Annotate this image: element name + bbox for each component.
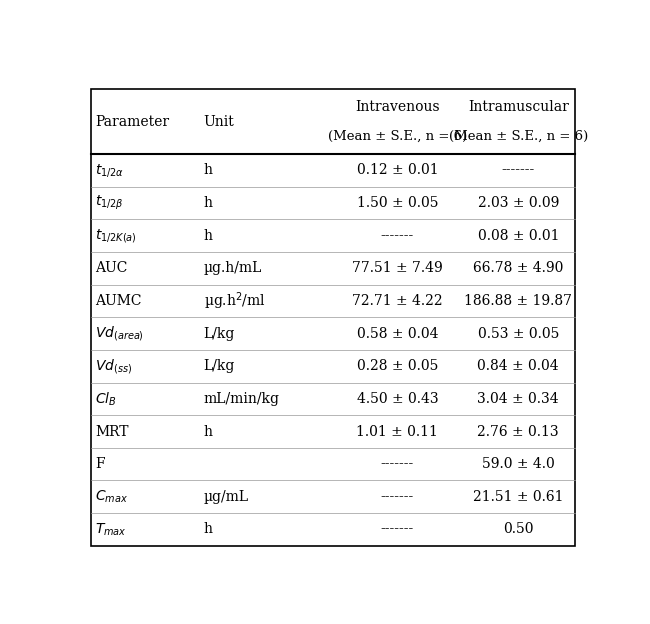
Text: -------: -------	[502, 163, 535, 177]
Text: 59.0 ± 4.0: 59.0 ± 4.0	[482, 457, 554, 471]
Text: µg.h$^2$/ml: µg.h$^2$/ml	[203, 290, 265, 312]
Text: AUMC: AUMC	[96, 294, 142, 308]
Text: $Vd_{(area)}$: $Vd_{(area)}$	[96, 324, 144, 343]
Text: Intramuscular: Intramuscular	[468, 100, 569, 114]
Text: -------: -------	[381, 490, 414, 504]
Text: 1.50 ± 0.05: 1.50 ± 0.05	[357, 196, 438, 210]
Text: 0.28 ± 0.05: 0.28 ± 0.05	[357, 359, 438, 373]
Text: 21.51 ± 0.61: 21.51 ± 0.61	[473, 490, 564, 504]
Text: µg.h/mL: µg.h/mL	[203, 261, 262, 275]
Text: mL/min/kg: mL/min/kg	[203, 392, 280, 406]
Text: Intravenous: Intravenous	[355, 100, 439, 114]
Text: AUC: AUC	[96, 261, 128, 275]
Text: µg/mL: µg/mL	[203, 490, 249, 504]
Text: $t_{1/2\beta}$: $t_{1/2\beta}$	[96, 194, 124, 212]
Text: $t_{1/2K(a)}$: $t_{1/2K(a)}$	[96, 227, 137, 245]
Text: (Mean ± S.E., n = 6): (Mean ± S.E., n = 6)	[328, 130, 467, 142]
Text: 0.12 ± 0.01: 0.12 ± 0.01	[357, 163, 438, 177]
Text: h: h	[203, 424, 213, 439]
Text: 2.03 ± 0.09: 2.03 ± 0.09	[478, 196, 559, 210]
Text: 77.51 ± 7.49: 77.51 ± 7.49	[352, 261, 443, 275]
Text: h: h	[203, 229, 213, 243]
Text: -------: -------	[381, 229, 414, 243]
Text: 66.78 ± 4.90: 66.78 ± 4.90	[473, 261, 564, 275]
Text: h: h	[203, 196, 213, 210]
Text: h: h	[203, 163, 213, 177]
Text: 186.88 ± 19.87: 186.88 ± 19.87	[464, 294, 572, 308]
Text: $Vd_{(ss)}$: $Vd_{(ss)}$	[96, 357, 133, 376]
Text: 3.04 ± 0.34: 3.04 ± 0.34	[478, 392, 559, 406]
Text: 0.58 ± 0.04: 0.58 ± 0.04	[357, 326, 438, 341]
Text: L/kg: L/kg	[203, 326, 235, 341]
Text: $T_{max}$: $T_{max}$	[96, 521, 127, 538]
Text: $C_{max}$: $C_{max}$	[96, 489, 128, 505]
Text: -------: -------	[381, 522, 414, 537]
Text: F: F	[96, 457, 105, 471]
Text: 72.71 ± 4.22: 72.71 ± 4.22	[352, 294, 443, 308]
Text: (Mean ± S.E., n = 6): (Mean ± S.E., n = 6)	[448, 130, 588, 142]
Text: 0.84 ± 0.04: 0.84 ± 0.04	[478, 359, 559, 373]
Text: MRT: MRT	[96, 424, 129, 439]
Text: 0.53 ± 0.05: 0.53 ± 0.05	[478, 326, 559, 341]
Text: $Cl_B$: $Cl_B$	[96, 390, 117, 407]
Text: 0.08 ± 0.01: 0.08 ± 0.01	[478, 229, 559, 243]
Text: 0.50: 0.50	[503, 522, 534, 537]
Text: 4.50 ± 0.43: 4.50 ± 0.43	[357, 392, 438, 406]
Text: Parameter: Parameter	[96, 115, 170, 129]
Text: 1.01 ± 0.11: 1.01 ± 0.11	[356, 424, 438, 439]
Text: 2.76 ± 0.13: 2.76 ± 0.13	[478, 424, 559, 439]
Text: Unit: Unit	[203, 115, 235, 129]
Text: -------: -------	[381, 457, 414, 471]
Text: L/kg: L/kg	[203, 359, 235, 373]
Text: h: h	[203, 522, 213, 537]
Text: $t_{1/2\alpha}$: $t_{1/2\alpha}$	[96, 162, 124, 179]
